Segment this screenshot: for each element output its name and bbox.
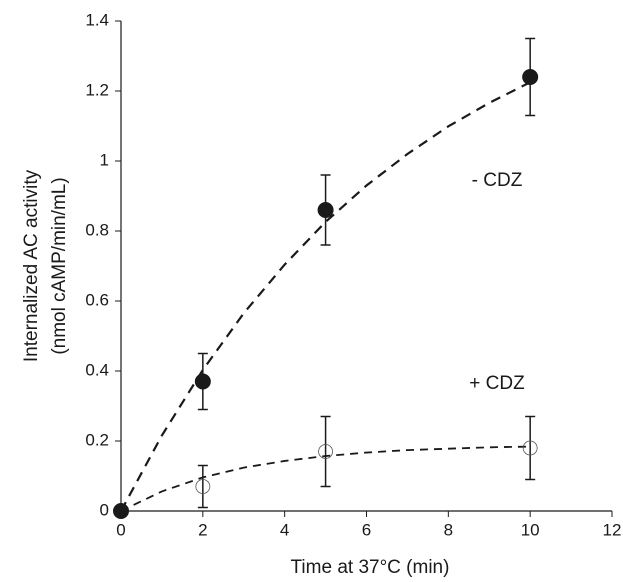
data-point <box>194 373 211 390</box>
x-tick-label: 10 <box>521 520 540 539</box>
x-tick-label: 2 <box>198 520 207 539</box>
y-tick-label: 0.4 <box>85 360 109 379</box>
x-axis-label: Time at 37°C (min) <box>291 557 450 578</box>
data-point <box>318 444 333 459</box>
y-tick-label: 0 <box>100 500 109 519</box>
fit-curve <box>120 81 531 512</box>
x-tick-label: 12 <box>603 520 622 539</box>
series-label: + CDZ <box>469 373 525 394</box>
y-tick-label: 1 <box>100 150 109 169</box>
data-point <box>317 202 334 218</box>
y-tick-label: 0.8 <box>85 220 109 239</box>
x-tick-label: 4 <box>280 520 289 539</box>
data-point <box>522 69 539 85</box>
x-tick-label: 6 <box>362 520 371 539</box>
x-tick-label: 0 <box>116 520 125 539</box>
data-point <box>113 503 129 519</box>
y-tick-label: 1.2 <box>85 80 109 99</box>
y-tick-label: 0.6 <box>85 290 109 309</box>
series-label: - CDZ <box>472 170 523 191</box>
y-axis-label: Internalized AC activity <box>21 169 42 362</box>
data-point <box>195 479 211 494</box>
y-tick-label: 1.4 <box>85 10 109 29</box>
y-tick-label: 0.2 <box>85 430 109 449</box>
y-axis-label: (nmol cAMP/min/mL) <box>49 177 70 354</box>
data-point <box>522 440 538 456</box>
x-tick-label: 8 <box>444 520 453 539</box>
